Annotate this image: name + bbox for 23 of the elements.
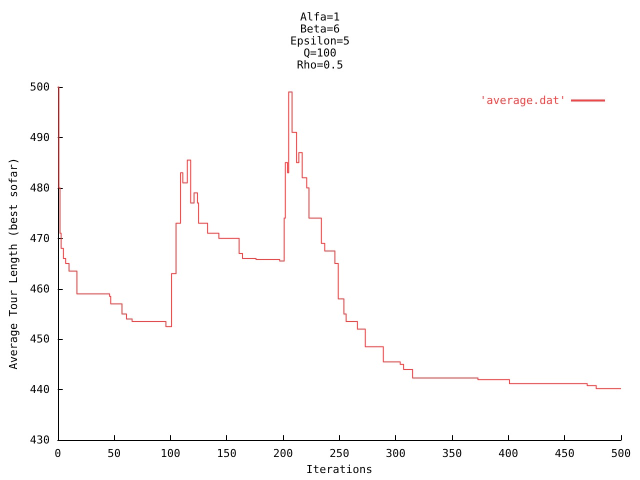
legend-label: 'average.dat' (480, 94, 566, 107)
y-tick-label: 450 (30, 332, 50, 346)
chart-title: Alfa=1 Beta=6 Epsilon=5 Q=100 Rho=0.5 (290, 10, 350, 72)
x-axis-title: Iterations (306, 463, 372, 476)
y-tick-label: 500 (30, 80, 50, 94)
x-tick-label: 350 (442, 447, 462, 460)
y-tick-label: 440 (30, 383, 50, 396)
x-tick-label: 100 (160, 447, 180, 460)
x-tick-label: 500 (611, 447, 631, 460)
x-tick-label: 50 (107, 447, 121, 460)
x-tick-label: 250 (329, 447, 350, 460)
y-tick-label: 460 (30, 282, 50, 296)
x-tick-label: 200 (273, 447, 293, 460)
y-tick-label: 490 (30, 130, 50, 144)
x-tick-label: 450 (554, 447, 575, 460)
y-tick-label: 480 (30, 181, 50, 194)
x-tick-label: 400 (498, 447, 518, 460)
x-tick-label: 150 (216, 447, 237, 460)
y-tick-label: 430 (30, 434, 50, 447)
x-tick-label: 0 (54, 447, 62, 460)
x-tick-label: 300 (386, 447, 406, 460)
y-tick-label: 470 (30, 232, 50, 245)
y-axis-title: Average Tour Length (best sofar) (7, 158, 20, 370)
